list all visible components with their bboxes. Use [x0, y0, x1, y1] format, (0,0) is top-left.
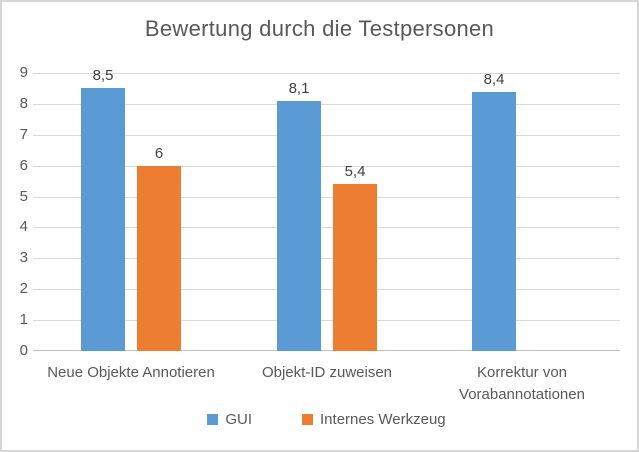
legend-swatch-icon — [302, 414, 314, 425]
x-axis-category-label: Korrektur von Vorabannotationen — [459, 364, 585, 403]
legend-item: GUI — [207, 411, 252, 428]
y-axis-tick-label: 2 — [19, 280, 28, 297]
y-axis-tick-label: 4 — [19, 218, 28, 235]
legend-swatch-icon — [207, 414, 219, 425]
bar-gui — [81, 88, 125, 351]
gridline — [33, 197, 620, 198]
chart-title: Bewertung durch die Testpersonen — [144, 16, 495, 41]
x-axis-category-label: Neue Objekte Annotieren — [47, 364, 215, 381]
gridline — [33, 227, 620, 228]
bar-value-label: 8,1 — [288, 80, 310, 97]
legend-label: GUI — [225, 411, 253, 428]
bar-value-label: 6 — [154, 145, 164, 162]
x-axis-line — [33, 350, 620, 351]
bar-value-label: 8,5 — [92, 67, 114, 84]
bar-gui — [472, 92, 516, 351]
y-axis-tick-label: 9 — [19, 64, 28, 81]
y-axis-tick-label: 0 — [19, 342, 28, 359]
y-axis-tick-label: 1 — [19, 311, 28, 328]
y-axis-tick-label: 8 — [19, 95, 28, 112]
legend: GUI Internes Werkzeug — [33, 411, 620, 428]
bar-value-label: 5,4 — [344, 163, 366, 180]
y-axis-tick-label: 7 — [19, 126, 28, 143]
bar-internes-werkzeug — [333, 184, 377, 351]
gridline — [33, 166, 620, 167]
bar-internes-werkzeug — [137, 166, 181, 351]
bar-value-label: 8,4 — [483, 71, 505, 88]
gridline — [33, 289, 620, 290]
gridline — [33, 104, 620, 105]
gridline — [33, 320, 620, 321]
legend-label: Internes Werkzeug — [320, 411, 446, 428]
y-axis-tick-label: 3 — [19, 249, 28, 266]
bar-gui — [277, 101, 321, 351]
y-axis-tick-label: 6 — [19, 157, 28, 174]
y-axis-tick-label: 5 — [19, 188, 28, 205]
x-axis-category-label: Objekt-ID zuweisen — [261, 364, 393, 381]
gridline — [33, 258, 620, 259]
legend-item: Internes Werkzeug — [302, 411, 446, 428]
gridline — [33, 73, 620, 74]
plot-area: 8,5 8,1 8,4 6 5,4 — [33, 67, 620, 351]
gridline — [33, 135, 620, 136]
